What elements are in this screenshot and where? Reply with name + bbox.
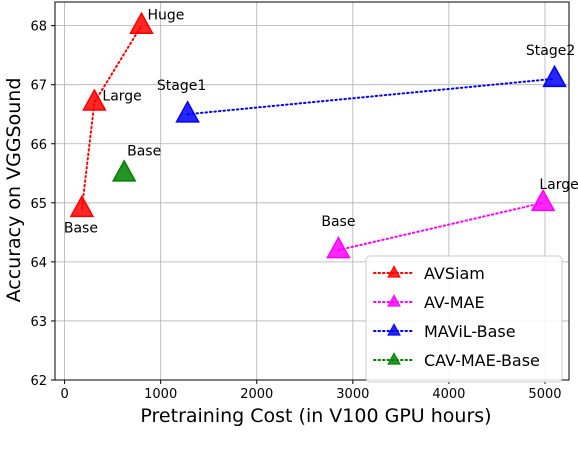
- data-point: [542, 64, 567, 88]
- legend-swatch-marker: [387, 323, 401, 336]
- legend-swatch-marker: [387, 265, 401, 278]
- legend-label: AV-MAE: [424, 293, 485, 312]
- point-label: Base: [127, 143, 161, 159]
- y-tick-label: 68: [30, 20, 47, 35]
- y-tick-label: 66: [30, 138, 47, 153]
- x-tick-label: 5000: [528, 387, 561, 402]
- series-line: [337, 201, 545, 252]
- point-label: Base: [64, 221, 98, 237]
- axes: [54, 1, 570, 381]
- series-line: [186, 77, 556, 116]
- data-point: [175, 100, 200, 123]
- y-tick-label: 64: [30, 256, 47, 271]
- point-label: Huge: [147, 8, 184, 24]
- y-tick-label: 65: [30, 197, 47, 212]
- legend-label: CAV-MAE-Base: [424, 351, 540, 370]
- series-cav-mae-base: Base: [111, 143, 161, 182]
- x-tick-label: 4000: [432, 387, 465, 402]
- series-layer: Base Large Huge Base Large Stage1 Stage2 Base: [64, 8, 578, 259]
- y-tick-label: 62: [30, 374, 47, 389]
- point-label: Stage1: [157, 78, 206, 94]
- grid-lines: [55, 2, 569, 381]
- y-tick-label: 67: [30, 79, 47, 94]
- data-point: [129, 11, 154, 34]
- point-label: Large: [539, 177, 578, 193]
- x-tick-label: 0: [60, 387, 68, 402]
- x-tick-label: 3000: [336, 387, 369, 402]
- legend-box: [365, 255, 563, 383]
- series-av-mae: Base Large: [321, 177, 578, 259]
- legend-item: MAViL-Base: [373, 322, 516, 341]
- x-tick-label: 2000: [240, 387, 273, 402]
- data-point: [111, 159, 137, 182]
- series-avsiam: Base Large Huge: [64, 8, 185, 237]
- series-mavil-base: Stage1 Stage2: [157, 43, 575, 123]
- legend-item: AV-MAE: [373, 293, 485, 312]
- x-axis-label: Pretraining Cost (in V100 GPU hours): [140, 405, 491, 427]
- point-label: Base: [321, 214, 355, 230]
- legend-item: AVSiam: [373, 264, 485, 283]
- plot-frame: [54, 1, 570, 381]
- legend-label: AVSiam: [424, 264, 485, 283]
- legend: AVSiam AV-MAE MAViL-Base CAV-MAE-Base: [365, 255, 563, 383]
- data-point: [82, 88, 107, 111]
- tick-labels: 0 1000 2000 3000 4000 5000 62 63 64 65 66 67 68: [30, 20, 561, 402]
- legend-item: CAV-MAE-Base: [373, 351, 540, 370]
- legend-swatch-marker: [387, 352, 401, 365]
- point-label: Large: [102, 88, 141, 104]
- legend-swatch-marker: [387, 294, 401, 307]
- x-tick-label: 1000: [144, 387, 177, 402]
- legend-label: MAViL-Base: [424, 322, 516, 341]
- data-point: [69, 194, 95, 218]
- y-tick-label: 63: [30, 315, 47, 330]
- data-point: [530, 188, 556, 212]
- data-point: [326, 236, 351, 259]
- y-axis-label: Accuracy on VGGSound: [3, 78, 25, 303]
- point-label: Stage2: [526, 43, 575, 59]
